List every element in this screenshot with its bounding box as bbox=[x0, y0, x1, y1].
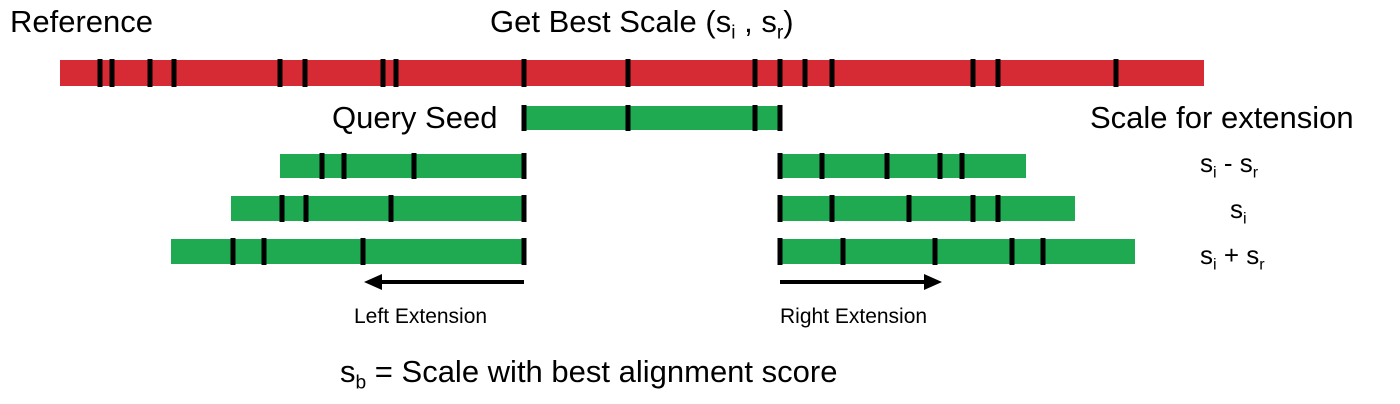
right-extension-plus-marker-1 bbox=[777, 238, 783, 265]
reference-bar-marker-13 bbox=[802, 59, 808, 87]
reference-bar-marker-12 bbox=[777, 59, 783, 87]
reference-label: Reference bbox=[10, 4, 154, 39]
scale-row-plus-s2: s bbox=[1246, 240, 1260, 270]
query-seed-bar-marker-3 bbox=[752, 105, 758, 131]
footer-rest: = Scale with best alignment score bbox=[366, 354, 838, 389]
reference-bar-marker-2 bbox=[109, 59, 115, 87]
right-extension-plus-marker-2 bbox=[840, 238, 846, 265]
reference-bar-marker-1 bbox=[97, 59, 103, 87]
right-extension-base-marker-5 bbox=[995, 195, 1001, 222]
query-seed-bar-marker-1 bbox=[521, 105, 527, 131]
scale-for-extension-label: Scale for extension bbox=[1090, 100, 1354, 135]
reference-bar-marker-9 bbox=[521, 59, 527, 87]
scale-row-plus-sub1: i bbox=[1213, 255, 1217, 274]
reference-bar-marker-8 bbox=[393, 59, 399, 87]
right-extension-minus-marker-4 bbox=[937, 153, 943, 179]
left-extension-minus-marker-2 bbox=[341, 153, 347, 179]
scale-row-plus-op: + bbox=[1216, 240, 1247, 270]
query-seed-label: Query Seed bbox=[332, 100, 498, 135]
right-extension-plus-marker-4 bbox=[1009, 238, 1015, 265]
left-extension-plus-marker-3 bbox=[360, 238, 366, 265]
right-extension-plus-marker-3 bbox=[932, 238, 938, 265]
reference-bar-marker-11 bbox=[752, 59, 758, 87]
left-extension-label: Left Extension bbox=[354, 305, 488, 328]
left-extension-plus-marker-2 bbox=[261, 238, 267, 265]
scale-row-plus-s1: s bbox=[1200, 240, 1213, 270]
right-extension-plus-marker-5 bbox=[1040, 238, 1046, 265]
title-prefix: Get Best Scale (s bbox=[490, 4, 732, 39]
scale-row-base: si bbox=[1230, 194, 1247, 227]
right-extension-minus-marker-3 bbox=[884, 153, 890, 179]
scale-row-minus-sub1: i bbox=[1213, 163, 1217, 182]
reference-bar-marker-4 bbox=[171, 59, 177, 87]
scale-row-minus: si - sr bbox=[1200, 148, 1258, 181]
right-extension-minus-marker-2 bbox=[819, 153, 825, 179]
scale-row-base-s1: s bbox=[1230, 194, 1243, 224]
left-extension-plus bbox=[171, 239, 526, 264]
right-extension-base-marker-4 bbox=[970, 195, 976, 222]
reference-bar-marker-3 bbox=[147, 59, 153, 87]
reference-bar-marker-10 bbox=[625, 59, 631, 87]
left-extension-base-marker-3 bbox=[388, 195, 394, 222]
reference-bar-marker-6 bbox=[302, 59, 308, 87]
right-extension-minus-marker-1 bbox=[777, 153, 783, 179]
left-extension-base-marker-4 bbox=[521, 195, 527, 222]
scale-row-base-sub1: i bbox=[1243, 209, 1247, 228]
scale-row-plus: si + sr bbox=[1200, 240, 1265, 273]
title-suffix: ) bbox=[783, 4, 794, 39]
reference-bar bbox=[60, 60, 1204, 86]
query-seed-bar-marker-4 bbox=[777, 105, 783, 131]
right-extension-base-marker-3 bbox=[906, 195, 912, 222]
right-extension-base-marker-1 bbox=[777, 195, 783, 222]
reference-bar-marker-15 bbox=[970, 59, 976, 87]
footer-caption: sb = Scale with best alignment score bbox=[340, 354, 838, 393]
right-extension-base-marker-2 bbox=[829, 195, 835, 222]
query-seed-bar-marker-2 bbox=[625, 105, 631, 131]
right-extension-plus bbox=[778, 239, 1135, 264]
diagram-title: Get Best Scale (si , sr) bbox=[490, 4, 794, 43]
left-extension-plus-marker-1 bbox=[230, 238, 236, 265]
scale-row-minus-op: - bbox=[1216, 148, 1240, 178]
reference-bar-marker-17 bbox=[1113, 59, 1119, 87]
query-seed-bar bbox=[524, 106, 782, 130]
scale-row-plus-sub2: r bbox=[1259, 255, 1265, 274]
bars-layer bbox=[60, 59, 1204, 265]
left-extension-base-marker-2 bbox=[303, 195, 309, 222]
left-extension-minus-marker-4 bbox=[521, 153, 527, 179]
left-extension-base-marker-1 bbox=[279, 195, 285, 222]
left-extension-base bbox=[231, 196, 526, 221]
left-extension-minus-marker-3 bbox=[411, 153, 417, 179]
reference-bar-marker-16 bbox=[995, 59, 1001, 87]
title-mid: , s bbox=[735, 4, 777, 39]
left-extension-minus-marker-1 bbox=[319, 153, 325, 179]
right-extension-minus bbox=[778, 154, 1026, 178]
title-sub-i: i bbox=[731, 22, 736, 44]
right-extension-arrowhead bbox=[924, 274, 942, 290]
right-extension-minus-marker-5 bbox=[959, 153, 965, 179]
left-extension-arrowhead bbox=[364, 274, 382, 290]
scale-row-minus-s2: s bbox=[1239, 148, 1253, 178]
right-extension-base bbox=[778, 196, 1075, 221]
left-extension-plus-marker-4 bbox=[521, 238, 527, 265]
reference-bar-marker-5 bbox=[277, 59, 283, 87]
footer-s: s bbox=[340, 354, 356, 389]
footer-sub-b: b bbox=[355, 372, 367, 394]
left-extension-minus bbox=[280, 154, 526, 178]
arrows-layer bbox=[364, 274, 942, 290]
scale-row-minus-sub2: r bbox=[1252, 163, 1259, 182]
right-extension-label: Right Extension bbox=[780, 305, 928, 328]
title-sub-r: r bbox=[776, 22, 784, 44]
reference-bar-marker-7 bbox=[380, 59, 386, 87]
scale-row-minus-s1: s bbox=[1200, 148, 1213, 178]
reference-bar-marker-14 bbox=[829, 59, 835, 87]
